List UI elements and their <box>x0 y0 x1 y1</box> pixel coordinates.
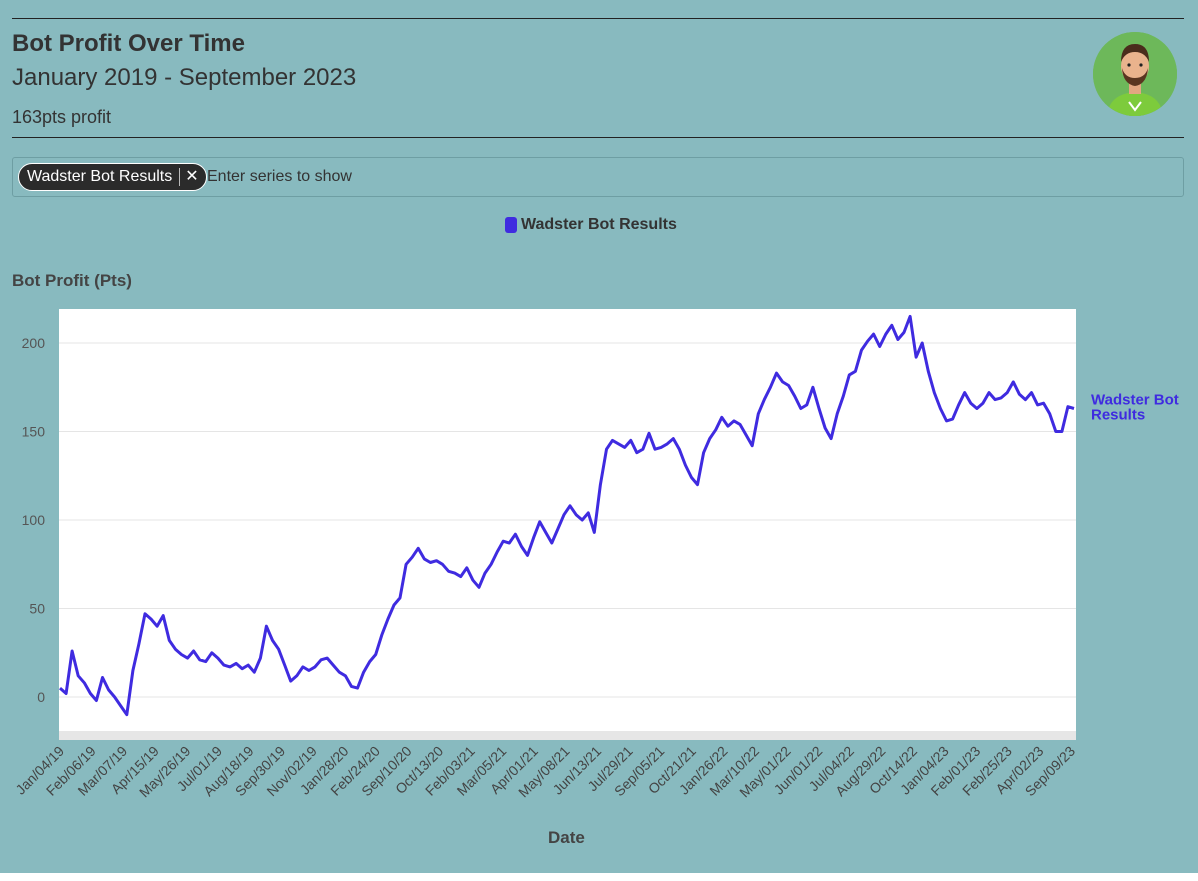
top-rule <box>12 18 1184 19</box>
y-tick-label: 0 <box>37 689 45 705</box>
y-tick-label: 150 <box>22 424 46 440</box>
series-line <box>59 314 1075 717</box>
series-chip[interactable]: Wadster Bot Results ✕ <box>18 163 207 191</box>
page-title: Bot Profit Over Time <box>12 30 245 57</box>
avatar-icon <box>1093 32 1177 116</box>
series-end-label: Wadster Bot <box>1091 391 1179 408</box>
legend-swatch <box>505 217 517 233</box>
y-tick-label: 200 <box>22 335 46 351</box>
series-search-input[interactable] <box>207 166 707 188</box>
chart-legend[interactable]: Wadster Bot Results <box>505 216 677 234</box>
series-selector[interactable]: Wadster Bot Results ✕ <box>12 157 1184 197</box>
y-tick-label: 100 <box>22 512 46 528</box>
series-chip-label: Wadster Bot Results <box>27 168 173 185</box>
legend-label: Wadster Bot Results <box>521 216 677 233</box>
y-tick-label: 50 <box>29 601 45 617</box>
header-rule <box>12 137 1184 138</box>
close-icon[interactable]: ✕ <box>185 168 199 185</box>
avatar <box>1093 32 1177 116</box>
series-end-label: Results <box>1091 406 1145 423</box>
bottom-strip <box>0 873 1198 881</box>
y-axis-label: Bot Profit (Pts) <box>12 271 132 290</box>
chip-divider <box>179 168 181 186</box>
x-axis-band <box>59 731 1076 740</box>
date-range-subtitle: January 2019 - September 2023 <box>12 64 357 91</box>
profit-summary: 163pts profit <box>12 107 112 127</box>
x-axis-label: Date <box>548 828 585 847</box>
